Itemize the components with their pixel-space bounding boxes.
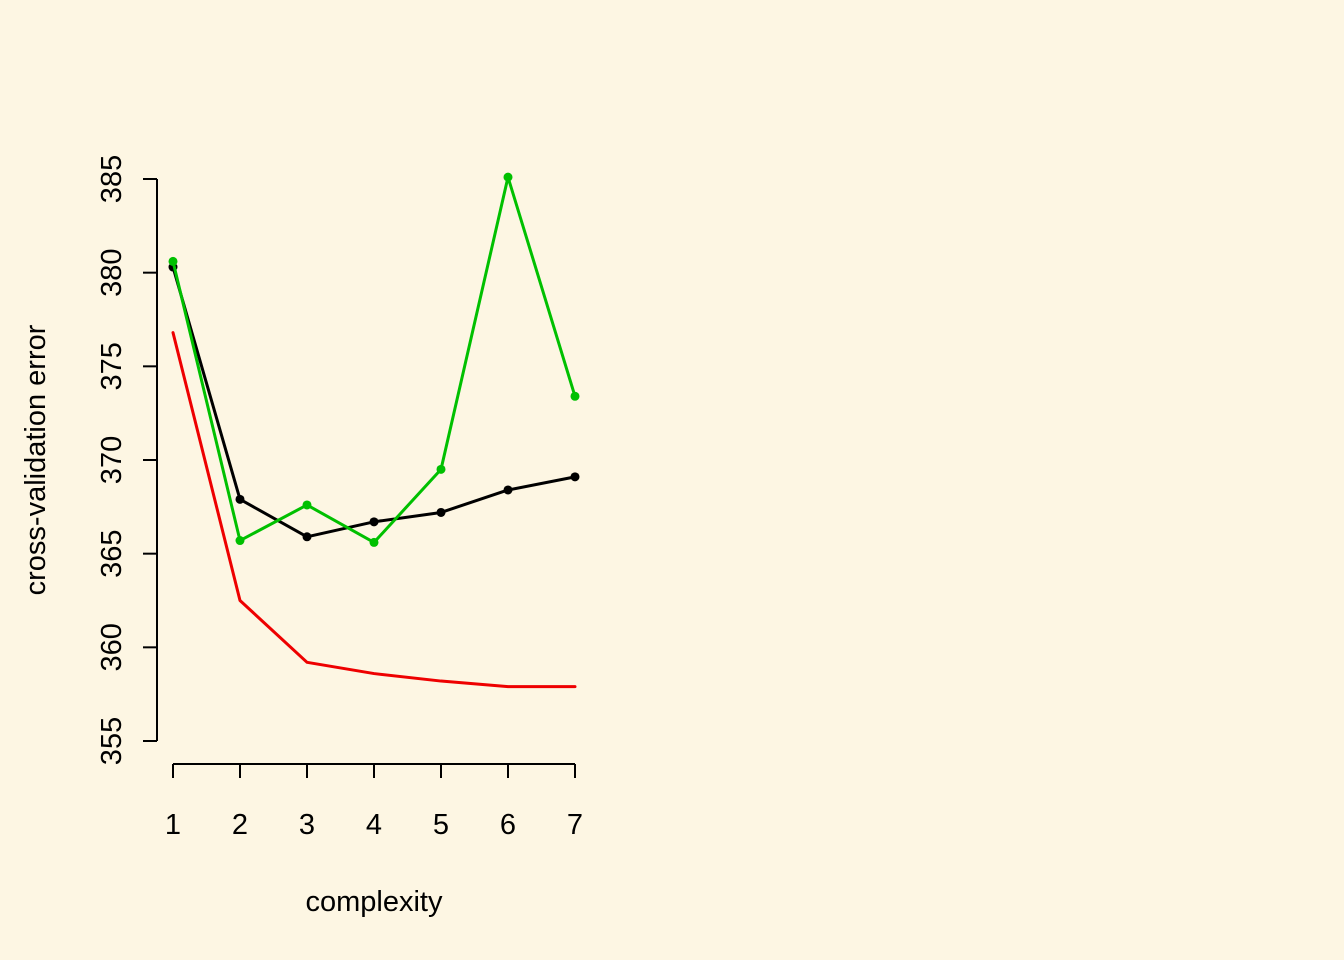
y-tick-label: 365 xyxy=(96,529,128,577)
x-tick-label: 6 xyxy=(500,809,516,841)
series-3-point xyxy=(235,536,245,546)
y-tick-label: 360 xyxy=(96,623,128,671)
x-axis: 1 2 3 4 5 6 7 xyxy=(165,763,583,841)
series-1-point xyxy=(570,472,580,482)
y-tick-label: 385 xyxy=(96,155,128,203)
y-axis-title: cross-validation error xyxy=(20,324,52,595)
series-1-point xyxy=(503,485,513,495)
series-3-point xyxy=(570,391,580,401)
series-3-point xyxy=(436,464,446,474)
series-1-point xyxy=(369,517,379,527)
y-tick-label: 370 xyxy=(96,436,128,484)
y-axis: 355 360 365 370 375 380 385 xyxy=(96,155,158,765)
y-tick-label: 355 xyxy=(96,717,128,765)
x-axis-title: complexity xyxy=(306,886,443,918)
x-tick-label: 4 xyxy=(366,809,382,841)
series-3-point xyxy=(168,256,178,266)
series-3-point xyxy=(503,172,513,182)
x-tick-label: 5 xyxy=(433,809,449,841)
series-2-line xyxy=(171,331,577,689)
y-tick-label: 375 xyxy=(96,342,128,390)
x-tick-label: 3 xyxy=(299,809,315,841)
series-layer xyxy=(168,172,580,689)
series-3-point xyxy=(302,500,312,510)
y-tick-label: 380 xyxy=(96,248,128,296)
series-1-point xyxy=(302,532,312,542)
x-tick-label: 2 xyxy=(232,809,248,841)
series-1-line xyxy=(171,265,577,539)
x-tick-label: 1 xyxy=(165,809,181,841)
x-tick-label: 7 xyxy=(567,809,583,841)
series-3-point xyxy=(369,537,379,547)
series-1-point xyxy=(436,507,446,517)
series-1-point xyxy=(235,494,245,504)
